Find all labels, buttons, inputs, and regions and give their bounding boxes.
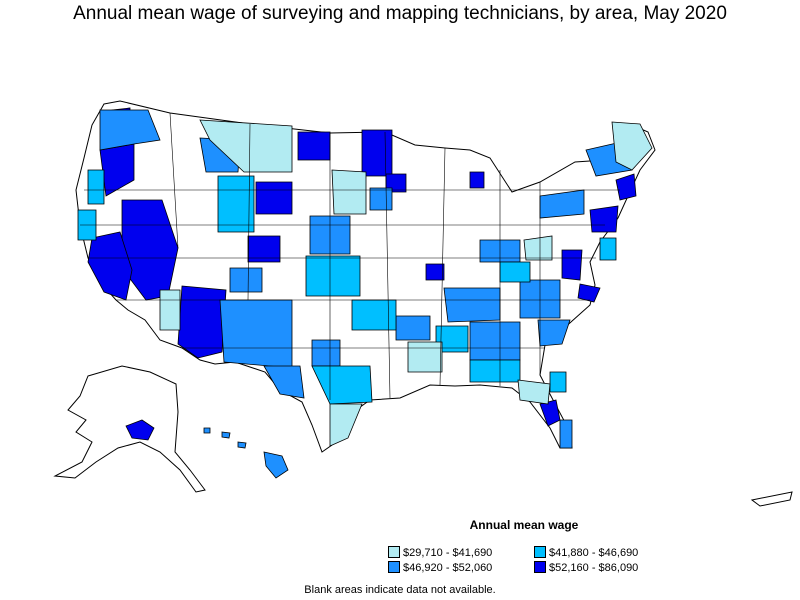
legend-item-bin-1: $29,710 - $41,690	[388, 546, 492, 560]
map-title: Annual mean wage of surveying and mappin…	[73, 3, 727, 24]
legend-label-bin-4: $52,160 - $86,090	[549, 562, 639, 574]
hawaii-islands	[203, 427, 289, 479]
legend-item-bin-4: $52,160 - $86,090	[534, 561, 638, 575]
bin-4-regions	[87, 107, 637, 427]
legend-label-bin-1: $29,710 - $41,690	[403, 547, 493, 559]
bin-1-regions	[159, 119, 653, 447]
legend-swatch-bin-3	[388, 561, 400, 573]
footnote: Blank areas indicate data not available.	[304, 584, 496, 596]
legend-swatch-bin-1	[388, 546, 400, 558]
legend-title: Annual mean wage	[469, 518, 579, 532]
legend-label-bin-2: $41,880 - $46,690	[549, 547, 639, 559]
puerto-rico-outline	[750, 491, 793, 507]
legend-item-bin-2: $41,880 - $46,690	[534, 546, 638, 560]
legend-label-bin-3: $46,920 - $52,060	[403, 562, 493, 574]
legend-item-bin-3: $46,920 - $52,060	[388, 561, 492, 575]
area-borders	[80, 112, 620, 400]
legend-swatch-bin-4	[534, 561, 546, 573]
legend-swatch-bin-2	[534, 546, 546, 558]
bin-2-regions	[77, 169, 617, 405]
alaska-anchorage-region	[125, 419, 155, 441]
